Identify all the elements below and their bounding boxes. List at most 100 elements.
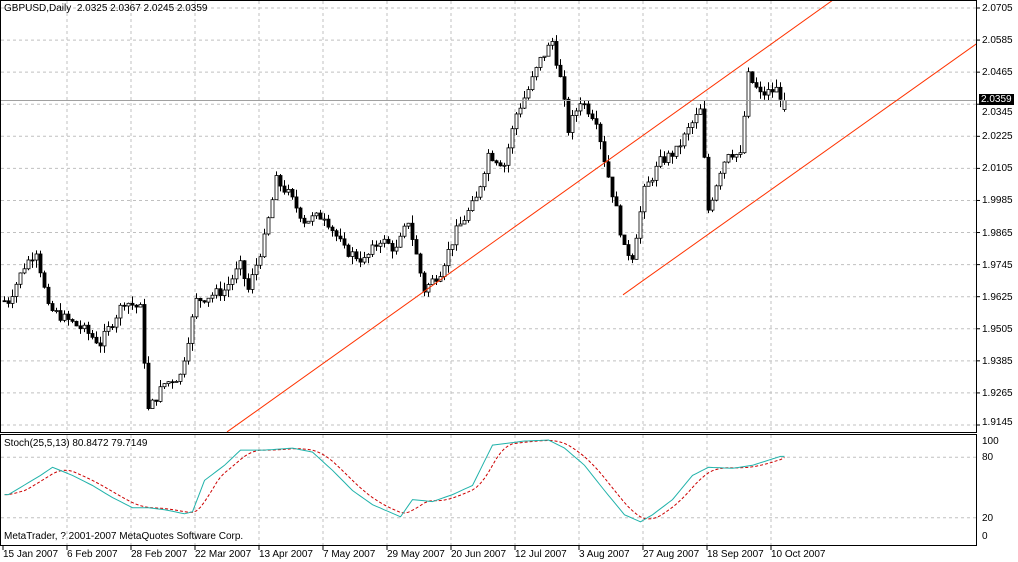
candle-bull — [766, 89, 771, 96]
candle-bull — [574, 110, 579, 116]
candle-bear — [610, 176, 615, 198]
stoch-tick-label: 0 — [982, 531, 988, 542]
candle-bull — [138, 304, 143, 308]
candle-bear — [554, 41, 559, 66]
y-tick-label: 2.0225 — [982, 131, 1013, 143]
candle-bull — [578, 103, 583, 112]
candle-bear — [338, 235, 343, 240]
candle-bear — [498, 162, 503, 167]
copyright-label: MetaTrader, ? 2001-2007 MetaQuotes Softw… — [4, 531, 244, 542]
candle-bull — [14, 283, 19, 297]
candle-bear — [602, 141, 607, 163]
candle-bull — [646, 181, 651, 187]
candle-bear — [582, 103, 587, 106]
candle-bear — [390, 242, 395, 252]
current-price-label: 2.0359 — [979, 94, 1014, 106]
candle-bull — [378, 242, 383, 247]
candle-bull — [158, 386, 163, 402]
candle-bull — [150, 399, 155, 409]
stoch-tick-label: 20 — [982, 512, 994, 524]
candle-bear — [562, 76, 567, 100]
candle-bear — [74, 320, 79, 327]
symbol-label: GBPUSD,Daily — [4, 3, 72, 14]
candle-bull — [250, 274, 255, 290]
candle-bear — [422, 272, 427, 293]
candle-bull — [18, 272, 23, 285]
stoch-tick-label: 100 — [982, 436, 999, 447]
y-tick-label: 2.0105 — [982, 163, 1013, 175]
stoch-label: Stoch(25,5,13) 80.8472 79.7149 — [4, 438, 148, 449]
candle-bear — [590, 113, 595, 120]
candle-bull — [394, 246, 399, 252]
candle-bull — [166, 381, 171, 385]
candle-bull — [402, 225, 407, 237]
candle-bull — [190, 316, 195, 344]
candle-bear — [246, 278, 251, 290]
candle-bear — [334, 230, 339, 237]
stoch-tick-label: 80 — [982, 452, 994, 464]
candle-bull — [270, 199, 275, 219]
candle-bull — [322, 218, 327, 221]
candle-bull — [502, 164, 507, 167]
candle-bear — [110, 326, 115, 328]
candle-bull — [306, 220, 311, 224]
x-tick-label: 22 Mar 2007 — [195, 549, 252, 560]
candle-bear — [762, 91, 767, 96]
candle-bear — [70, 319, 75, 322]
candle-bear — [750, 71, 755, 83]
candle-bull — [690, 122, 695, 128]
candle-bull — [254, 264, 259, 276]
candle-bull — [54, 310, 59, 312]
x-tick-label: 10 Oct 2007 — [771, 549, 826, 560]
candle-bull — [226, 284, 231, 291]
candle-bull — [126, 302, 131, 307]
candle-bear — [130, 302, 135, 306]
candle-bear — [318, 212, 323, 220]
candle-bull — [550, 41, 555, 46]
candle-bear — [754, 82, 759, 88]
candle-bull — [210, 294, 215, 299]
chart-header: GBPUSD,Daily 2.0325 2.0367 2.0245 2.0359 — [4, 3, 208, 14]
candle-bear — [38, 253, 43, 274]
candle-bull — [710, 199, 715, 211]
candle-bear — [662, 156, 667, 163]
candle-bear — [86, 324, 91, 334]
candle-bull — [546, 44, 551, 57]
candle-bull — [34, 253, 39, 261]
x-tick-label: 3 Aug 2007 — [579, 549, 630, 560]
x-tick-label: 20 Jun 2007 — [451, 549, 507, 560]
candle-bull — [462, 220, 467, 225]
candle-bear — [598, 123, 603, 143]
candle-bear — [94, 336, 99, 344]
y-tick-label: 1.9265 — [982, 387, 1013, 399]
candle-bear — [218, 288, 223, 296]
x-tick-label: 28 Feb 2007 — [131, 549, 188, 560]
candle-bull — [274, 175, 279, 201]
candle-bear — [626, 244, 631, 256]
candle-bear — [770, 89, 775, 93]
candle-bull — [258, 256, 263, 266]
candle-bull — [406, 222, 411, 227]
candle-bull — [534, 67, 539, 78]
candle-bear — [142, 304, 147, 364]
y-tick-label: 1.9865 — [982, 227, 1013, 239]
candle-bear — [494, 160, 499, 164]
candle-bull — [22, 268, 27, 274]
candle-bull — [382, 238, 387, 244]
y-tick-label: 1.9385 — [982, 355, 1013, 367]
y-tick-label: 2.0585 — [982, 35, 1013, 47]
candle-bull — [454, 225, 459, 246]
candle-bear — [90, 333, 95, 338]
x-tick-label: 13 Apr 2007 — [259, 549, 313, 560]
candle-bear — [594, 118, 599, 125]
x-tick-label: 15 Jan 2007 — [3, 549, 59, 560]
candle-bear — [586, 103, 591, 115]
x-tick-label: 27 Aug 2007 — [643, 549, 700, 560]
candle-bear — [242, 260, 247, 280]
candle-bear — [490, 152, 495, 162]
candle-bear — [386, 238, 391, 244]
x-tick-label: 7 May 2007 — [323, 549, 376, 560]
y-tick-label: 1.9625 — [982, 291, 1013, 303]
main-panel-border — [0, 0, 977, 433]
candle-bull — [514, 113, 519, 130]
